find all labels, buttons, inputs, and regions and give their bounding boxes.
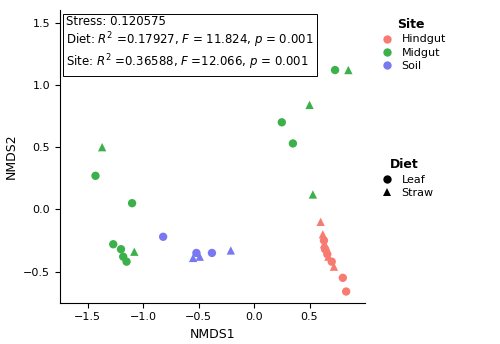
- Point: [130, 249, 138, 255]
- Point: [330, 264, 338, 269]
- Point: [117, 246, 125, 252]
- Point: [321, 246, 329, 252]
- Point: [306, 102, 314, 108]
- Point: [239, 41, 247, 47]
- Point: [159, 234, 167, 239]
- Point: [122, 259, 130, 265]
- Point: [192, 250, 200, 256]
- Point: [289, 141, 297, 146]
- Point: [331, 67, 339, 73]
- Point: [98, 144, 106, 150]
- Point: [208, 250, 216, 256]
- Point: [322, 244, 330, 249]
- Y-axis label: NMDS2: NMDS2: [4, 134, 18, 179]
- Point: [339, 275, 347, 281]
- Point: [128, 201, 136, 206]
- Point: [309, 192, 317, 197]
- Point: [189, 255, 197, 261]
- Point: [328, 259, 336, 265]
- Point: [119, 254, 127, 259]
- Point: [109, 241, 117, 247]
- Point: [324, 254, 332, 259]
- Point: [316, 219, 324, 225]
- Text: Stress: 0.120575
Diet: $R^2$ =0.17927, $F$ = 11.824, $p$ = 0.001
Site: $R^2$ =0.: Stress: 0.120575 Diet: $R^2$ =0.17927, $…: [66, 15, 314, 73]
- Point: [300, 66, 308, 72]
- Legend: Leaf, Straw: Leaf, Straw: [374, 156, 436, 200]
- Point: [344, 67, 352, 73]
- Point: [227, 248, 235, 253]
- X-axis label: NMDS1: NMDS1: [190, 328, 236, 341]
- Point: [319, 232, 327, 237]
- Point: [324, 251, 332, 257]
- Point: [342, 289, 350, 294]
- Point: [320, 241, 328, 247]
- Point: [320, 238, 328, 243]
- Point: [278, 120, 286, 125]
- Point: [248, 24, 256, 29]
- Point: [196, 254, 203, 259]
- Point: [92, 173, 100, 179]
